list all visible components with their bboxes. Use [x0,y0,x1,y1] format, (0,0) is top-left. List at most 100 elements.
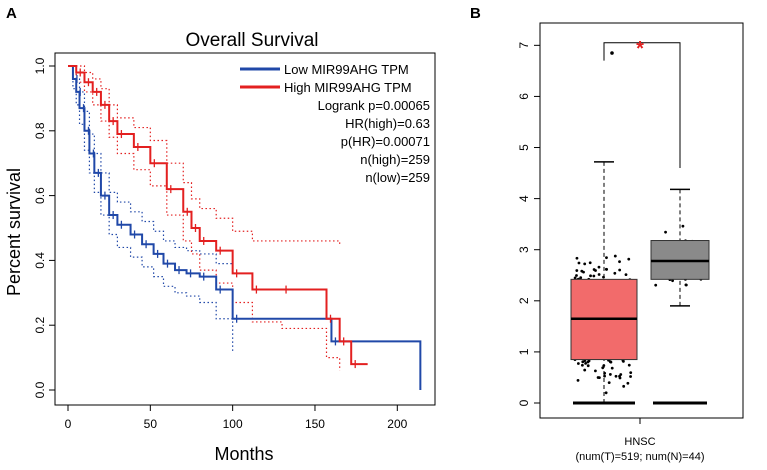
data-point [613,271,617,275]
data-point [582,270,585,274]
y-tick-label: 0.2 [33,317,47,334]
boxplot-panel: B 0 1 2 3 4 5 6 7 * HNSC (num(T)=519; num(N)=44… [470,5,744,463]
y-tick-label: 4 [517,195,531,202]
legend-label-low: Low MIR99AHG TPM [284,62,409,77]
axis-ticks-b: 0 1 2 3 4 5 6 7 [517,42,641,424]
y-tick-label: 1.0 [33,57,47,74]
data-point [627,363,631,367]
data-point [594,269,597,272]
y-tick-label: 2 [517,297,531,304]
y-tick-label: 0.8 [33,122,47,139]
axis-ticks: 0 50 100 150 200 0.0 0.2 0.4 0.6 0.8 1.0 [33,57,408,431]
data-point [597,376,601,380]
data-point [581,360,585,364]
survival-curves [68,65,422,390]
chart-title: Overall Survival [185,30,318,51]
stat-hr: HR(high)=0.63 [345,116,430,131]
y-tick-label: 0.6 [33,187,47,204]
x-axis-label-b: HNSC [624,436,655,448]
y-tick-label: 3 [517,246,531,253]
data-point [629,371,633,375]
x-tick-label: 150 [305,417,325,431]
panel-label-a: A [6,5,17,22]
y-tick-label: 5 [517,144,531,151]
data-point [626,381,630,385]
data-point [619,373,623,376]
data-point [618,376,622,380]
data-point [605,256,608,260]
data-point [586,360,590,364]
x-tick-label: 0 [65,417,72,431]
ci-lower-low [68,65,234,352]
data-point [608,373,612,376]
data-point [583,368,587,372]
data-point [601,366,605,370]
y-axis-label: Percent survival [4,168,24,296]
data-point [576,362,580,365]
panel-label-b: B [470,5,481,22]
data-point [629,375,632,378]
y-tick-label: 7 [517,42,531,49]
data-point [576,378,580,382]
y-tick-label: 0.4 [33,252,47,269]
data-point [573,276,577,280]
stat-n-high: n(high)=259 [360,152,430,167]
data-point [583,262,587,266]
y-tick-label: 1 [517,348,531,355]
ci-upper-low [68,65,234,267]
data-point [577,261,581,265]
y-tick-label: 0 [517,399,531,406]
data-point [594,369,597,373]
y-tick-label: 0.0 [33,381,47,398]
data-point [589,274,592,278]
survival-line-high [68,65,368,366]
stat-n-low: n(low)=259 [365,170,430,185]
data-point [671,279,674,283]
data-point [604,391,608,395]
significance-line [603,42,681,168]
data-point [575,256,579,260]
data-point [624,273,628,277]
data-point [597,265,601,269]
confidence-bands [68,65,341,371]
x-axis-label: Months [214,444,273,464]
data-point [654,283,658,287]
y-tick-label: 6 [517,93,531,100]
data-point [622,384,626,388]
data-point [607,381,611,385]
ci-lower-high [68,65,341,371]
x-axis-sublabel-b: (num(T)=519; num(N)=44) [576,451,705,463]
significance-star: * [636,38,644,60]
data-point [604,267,608,271]
x-tick-label: 200 [387,417,407,431]
data-point [613,254,617,258]
data-point [608,360,612,364]
data-point [603,374,606,378]
ci-upper-high [68,65,341,245]
data-point [592,274,596,278]
data-point [681,224,685,228]
significance-bracket: * [603,38,681,168]
survival-panel: A Overall Survival Percent survival Mont… [4,5,436,464]
data-point [627,257,631,261]
data-point [588,261,592,265]
data-point [575,269,579,272]
plot-frame [54,52,436,406]
data-point [618,268,622,272]
data-point [579,276,583,280]
stat-p-hr: p(HR)=0.00071 [341,134,430,149]
legend-label-high: High MIR99AHG TPM [284,80,412,95]
data-point [580,363,584,367]
legend: Low MIR99AHG TPM High MIR99AHG TPM Logra… [240,62,430,185]
data-point [618,260,621,264]
data-point [597,273,601,276]
data-point [614,374,618,378]
stat-logrank: Logrank p=0.00065 [318,98,430,113]
data-point [584,361,587,365]
data-point [586,364,590,368]
plot-frame-b [539,22,744,419]
boxes [570,161,710,404]
outlier-point [610,51,614,55]
data-point [664,230,667,234]
